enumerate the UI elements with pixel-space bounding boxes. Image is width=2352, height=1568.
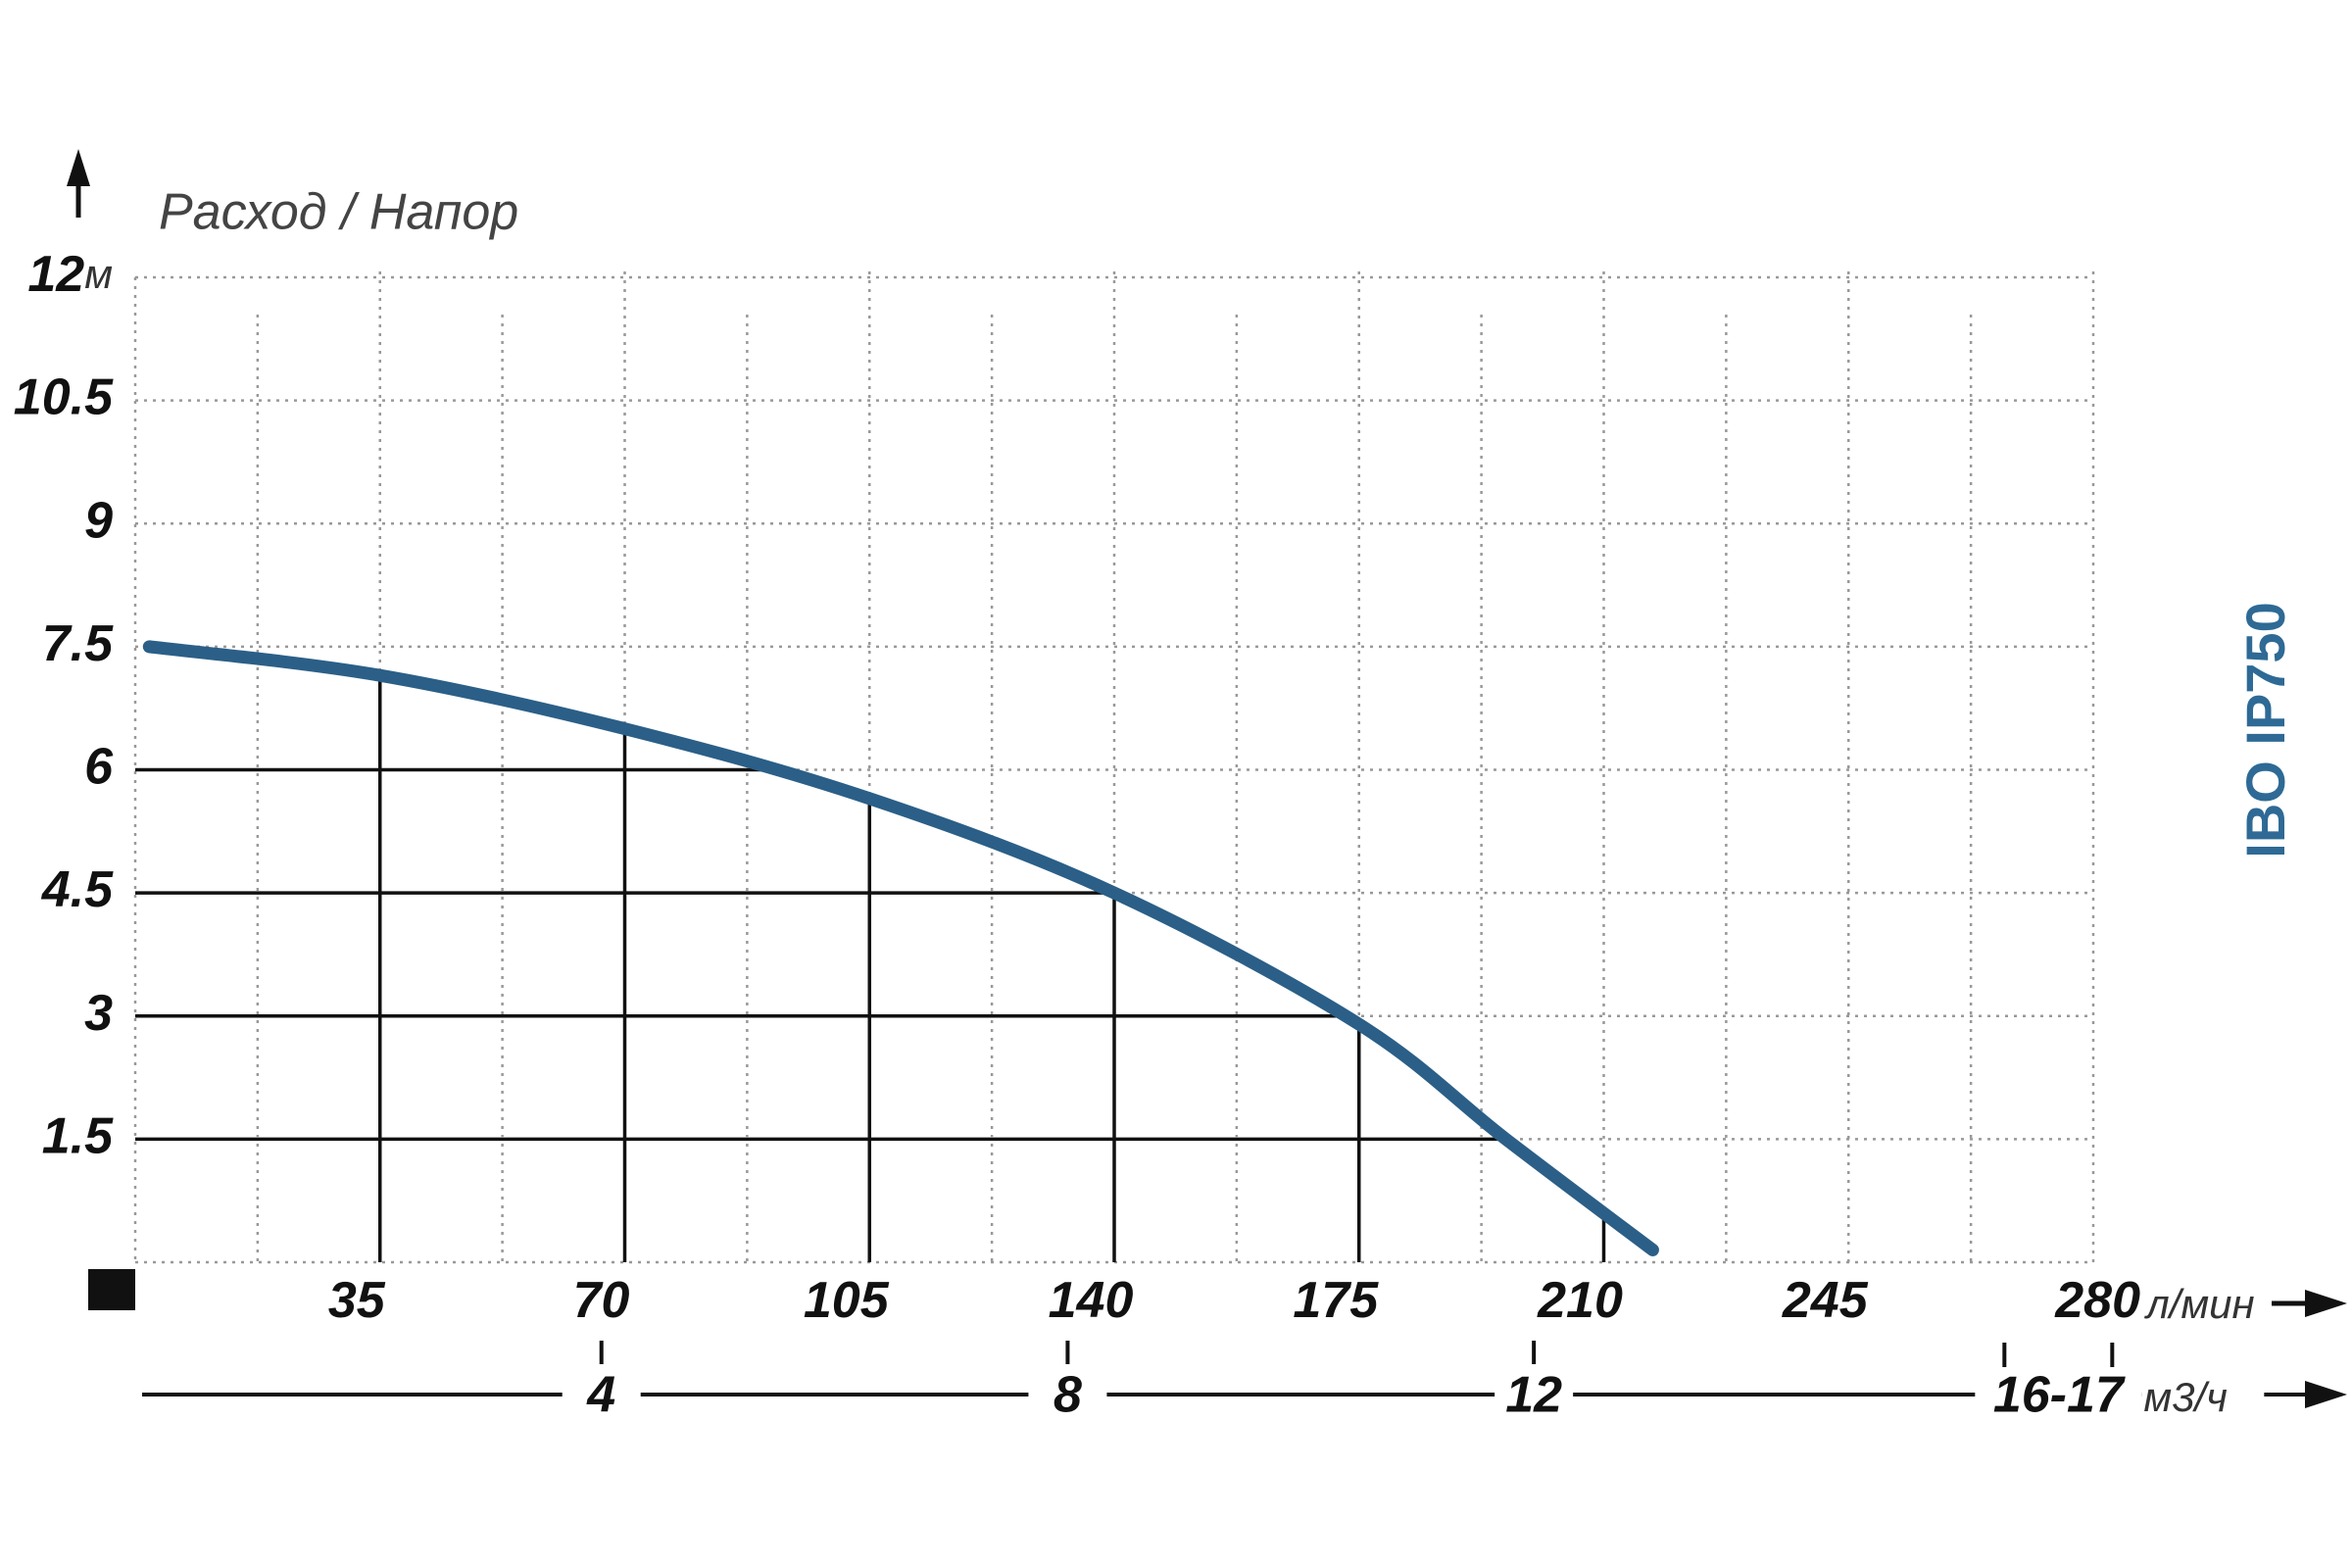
x-tick-label: 105 <box>804 1272 890 1329</box>
x2-label-bg <box>562 1367 641 1422</box>
pump-curve <box>142 640 1659 1256</box>
origin-square <box>88 1269 135 1310</box>
x-tick-label: 35 <box>328 1272 386 1329</box>
x-tick-value: 70 <box>573 1272 630 1329</box>
y-tick-value: 12 <box>27 246 84 303</box>
x2-arrow-head <box>2305 1381 2347 1408</box>
y-tick-value: 1.5 <box>42 1107 114 1164</box>
x2-label-bg <box>1494 1367 1574 1422</box>
y-tick-label: 4.5 <box>41 861 114 918</box>
x-tick-value: 35 <box>328 1272 386 1329</box>
x-tick-value: 105 <box>804 1272 890 1329</box>
x-tick-label: 175 <box>1293 1272 1379 1329</box>
y-tick-label: 7.5 <box>42 615 114 672</box>
x-tick-label: 140 <box>1049 1272 1134 1329</box>
y-tick-label: 6 <box>84 738 114 795</box>
chart-title: Расход / Напор <box>159 184 518 241</box>
y-arrow <box>67 149 90 218</box>
x2-label-bg <box>1975 1367 2142 1422</box>
y-unit: м <box>84 251 113 297</box>
y-tick-label: 10.5 <box>14 368 114 425</box>
y-tick-value: 7.5 <box>42 615 114 672</box>
x-tick-value: 140 <box>1049 1272 1134 1329</box>
x2-unit-bg <box>2141 1367 2265 1422</box>
x2-label-bg <box>1028 1367 1107 1422</box>
y-tick-value: 9 <box>84 492 113 549</box>
y-tick-value: 10.5 <box>14 368 114 425</box>
y-tick-value: 3 <box>84 984 113 1041</box>
model-label: IBO IP750 <box>2234 602 2296 858</box>
x-tick-value: 175 <box>1293 1272 1379 1329</box>
y-arrow-head <box>67 149 90 186</box>
x-tick-value: 280 <box>2054 1272 2140 1329</box>
y-tick-label: 3 <box>84 984 113 1041</box>
x-tick-value: 210 <box>1537 1272 1623 1329</box>
x2-tick-label: 4 <box>586 1367 615 1424</box>
x-tick-label: 245 <box>1782 1272 1869 1329</box>
x-arrow-head <box>2305 1290 2347 1317</box>
x2-unit: м3/ч <box>2143 1374 2228 1420</box>
y-tick-label: 12м <box>27 246 113 303</box>
x-tick-label: 210 <box>1537 1272 1623 1329</box>
y-tick-label: 9 <box>84 492 113 549</box>
x2-tick-label: 12 <box>1505 1367 1562 1424</box>
x2-tick-label: 8 <box>1054 1367 1082 1424</box>
y-tick-value: 6 <box>84 738 114 795</box>
x-tick-label: 70 <box>573 1272 630 1329</box>
x-unit: л/мин <box>2143 1281 2255 1327</box>
x-tick-value: 245 <box>1782 1272 1869 1329</box>
y-tick-label: 1.5 <box>42 1107 114 1164</box>
y-tick-value: 4.5 <box>41 861 114 918</box>
x2-tick-label: 16-17 <box>1993 1367 2126 1424</box>
x-tick-label: 280 <box>2054 1272 2140 1329</box>
